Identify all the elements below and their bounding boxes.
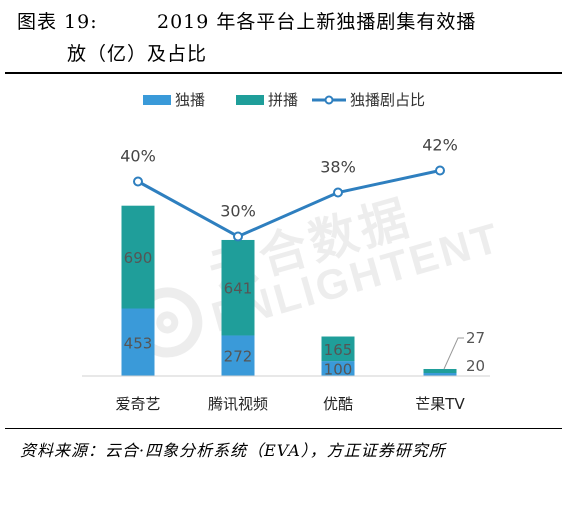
bar-pinbo-2	[321, 336, 355, 362]
data-label-exclusive-0: 453	[124, 334, 153, 352]
bar-exclusive-1	[221, 335, 255, 376]
category-label-1: 腾讯视频	[208, 395, 268, 413]
share-point-2	[333, 187, 343, 198]
figure-title-line1: 2019 年各平台上新独播剧集有效播	[157, 11, 477, 33]
share-point-0	[133, 176, 143, 187]
figure-caption: 图表 19: 2019 年各平台上新独播剧集有效播 放（亿）及占比	[17, 6, 557, 70]
source-note: 资料来源：云合·四象分析系统（EVA），方正证券研究所	[20, 441, 446, 460]
data-label-exclusive-1: 272	[224, 348, 253, 366]
bottom-rule	[5, 428, 562, 429]
bar-exclusive-3	[423, 373, 457, 376]
leader-line-pinbo-3	[443, 337, 464, 370]
data-label-exclusive-3: 20	[466, 357, 485, 375]
share-label-2: 38%	[320, 158, 356, 177]
top-rule	[5, 72, 562, 74]
share-label-1: 30%	[220, 202, 256, 221]
legend-share-swatch-marker	[324, 95, 334, 105]
legend-exclusive-swatch	[143, 95, 171, 105]
legend-share-label: 独播剧占比	[350, 91, 425, 109]
category-label-2: 优酷	[323, 395, 353, 413]
data-label-pinbo-3: 27	[466, 329, 485, 347]
bars	[121, 205, 457, 376]
data-label-pinbo-0: 690	[124, 249, 153, 267]
chart: 独播 拼播 独播剧占比 爱奇艺 453 690 腾讯视频 272 641 优酷 100 165 芒果T…	[82, 91, 490, 414]
category-label-3: 芒果TV	[415, 395, 465, 413]
share-line-path	[137, 169, 441, 239]
bar-pinbo-1	[221, 239, 255, 336]
legend-exclusive-label: 独播	[175, 91, 205, 109]
bar-pinbo-3	[423, 368, 457, 374]
figure-title-line2: 放（亿）及占比	[67, 43, 208, 65]
share-point-3	[435, 165, 445, 176]
bar-exclusive-2	[321, 361, 355, 376]
data-label-exclusive-2: 100	[324, 361, 353, 379]
legend-pinbo-label: 拼播	[268, 91, 298, 109]
figure-label: 图表 19:	[17, 11, 98, 33]
share-point-1	[233, 231, 243, 242]
category-label-0: 爱奇艺	[115, 395, 160, 413]
bar-pinbo-0	[121, 205, 155, 309]
share-label-0: 40%	[120, 147, 156, 166]
labels: 爱奇艺 453 690 腾讯视频 272 641 优酷 100 165 芒果TV 27 20 40% 30…	[115, 136, 485, 414]
legend-pinbo-swatch	[236, 95, 264, 105]
bar-exclusive-0	[121, 308, 155, 376]
share-label-3: 42%	[422, 136, 458, 155]
data-label-pinbo-2: 165	[324, 341, 353, 359]
legend: 独播 拼播 独播剧占比	[143, 91, 425, 109]
data-label-pinbo-1: 641	[224, 280, 253, 298]
share-line	[133, 165, 445, 242]
